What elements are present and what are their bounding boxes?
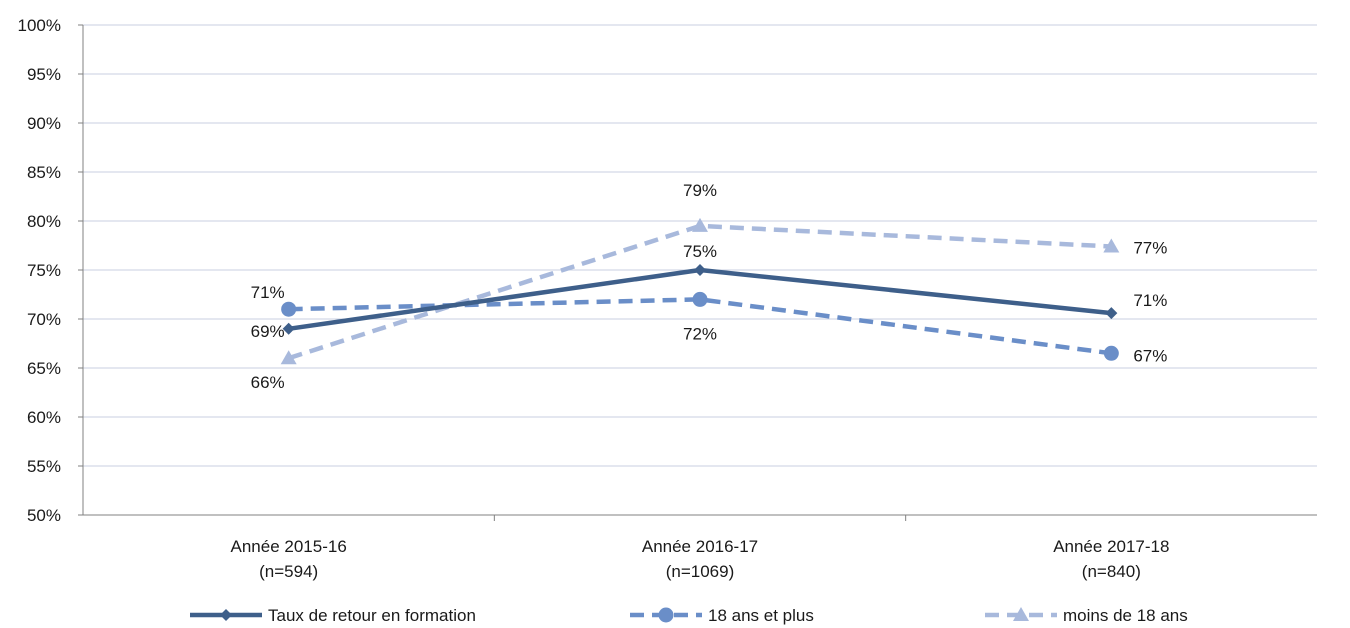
- y-tick-label: 90%: [27, 114, 61, 133]
- data-point: [692, 291, 708, 307]
- data-point: [281, 301, 297, 317]
- x-tick-label: Année 2016-17: [642, 537, 758, 556]
- data-point: [1103, 345, 1119, 361]
- data-label: 77%: [1133, 238, 1167, 257]
- x-tick-label: Année 2015-16: [231, 537, 347, 556]
- y-tick-label: 100%: [18, 16, 61, 35]
- data-point: [220, 609, 232, 621]
- legend-label: 18 ans et plus: [708, 606, 814, 625]
- data-label: 79%: [683, 181, 717, 200]
- data-point: [692, 217, 708, 232]
- legend: Taux de retour en formation 18 ans et plu…: [190, 606, 1188, 625]
- y-tick-label: 65%: [27, 359, 61, 378]
- y-tick-label: 50%: [27, 506, 61, 525]
- data-label: 72%: [683, 324, 717, 343]
- series-line: [288, 297, 1112, 356]
- y-tick-label: 70%: [27, 310, 61, 329]
- data-point: [694, 264, 706, 276]
- data-label: 67%: [1133, 346, 1167, 365]
- x-tick-label: (n=1069): [666, 562, 735, 581]
- data-label: 71%: [251, 283, 285, 302]
- y-tick-label: 95%: [27, 65, 61, 84]
- data-point: [282, 322, 295, 335]
- x-tick-label: (n=594): [259, 562, 318, 581]
- data-label: 66%: [251, 373, 285, 392]
- data-point: [1013, 607, 1029, 621]
- series-group: [280, 217, 1120, 365]
- data-point: [280, 350, 297, 365]
- legend-label: Taux de retour en formation: [268, 606, 476, 625]
- series-line: [287, 223, 1112, 361]
- data-label: 69%: [251, 322, 285, 341]
- y-tick-label: 60%: [27, 408, 61, 427]
- y-tick-label: 80%: [27, 212, 61, 231]
- data-point: [1105, 307, 1118, 320]
- data-point: [1103, 238, 1120, 253]
- y-tick-label: 75%: [27, 261, 61, 280]
- data-labels: 69% 75% 71% 71% 72% 67% 66% 79% 77%: [251, 181, 1168, 392]
- y-axis: 50% 55% 60% 65% 70% 75% 80% 85% 90% 95% 100%: [18, 16, 84, 525]
- y-tick-label: 85%: [27, 163, 61, 182]
- x-axis: Année 2015-16 (n=594) Année 2016-17 (n=1069…: [83, 514, 1317, 581]
- data-label: 71%: [1133, 291, 1167, 310]
- y-tick-label: 55%: [27, 457, 61, 476]
- x-tick-label: (n=840): [1082, 562, 1141, 581]
- x-tick-label: Année 2017-18: [1053, 537, 1169, 556]
- data-label: 75%: [683, 242, 717, 261]
- legend-label: moins de 18 ans: [1063, 606, 1188, 625]
- data-point: [658, 607, 674, 623]
